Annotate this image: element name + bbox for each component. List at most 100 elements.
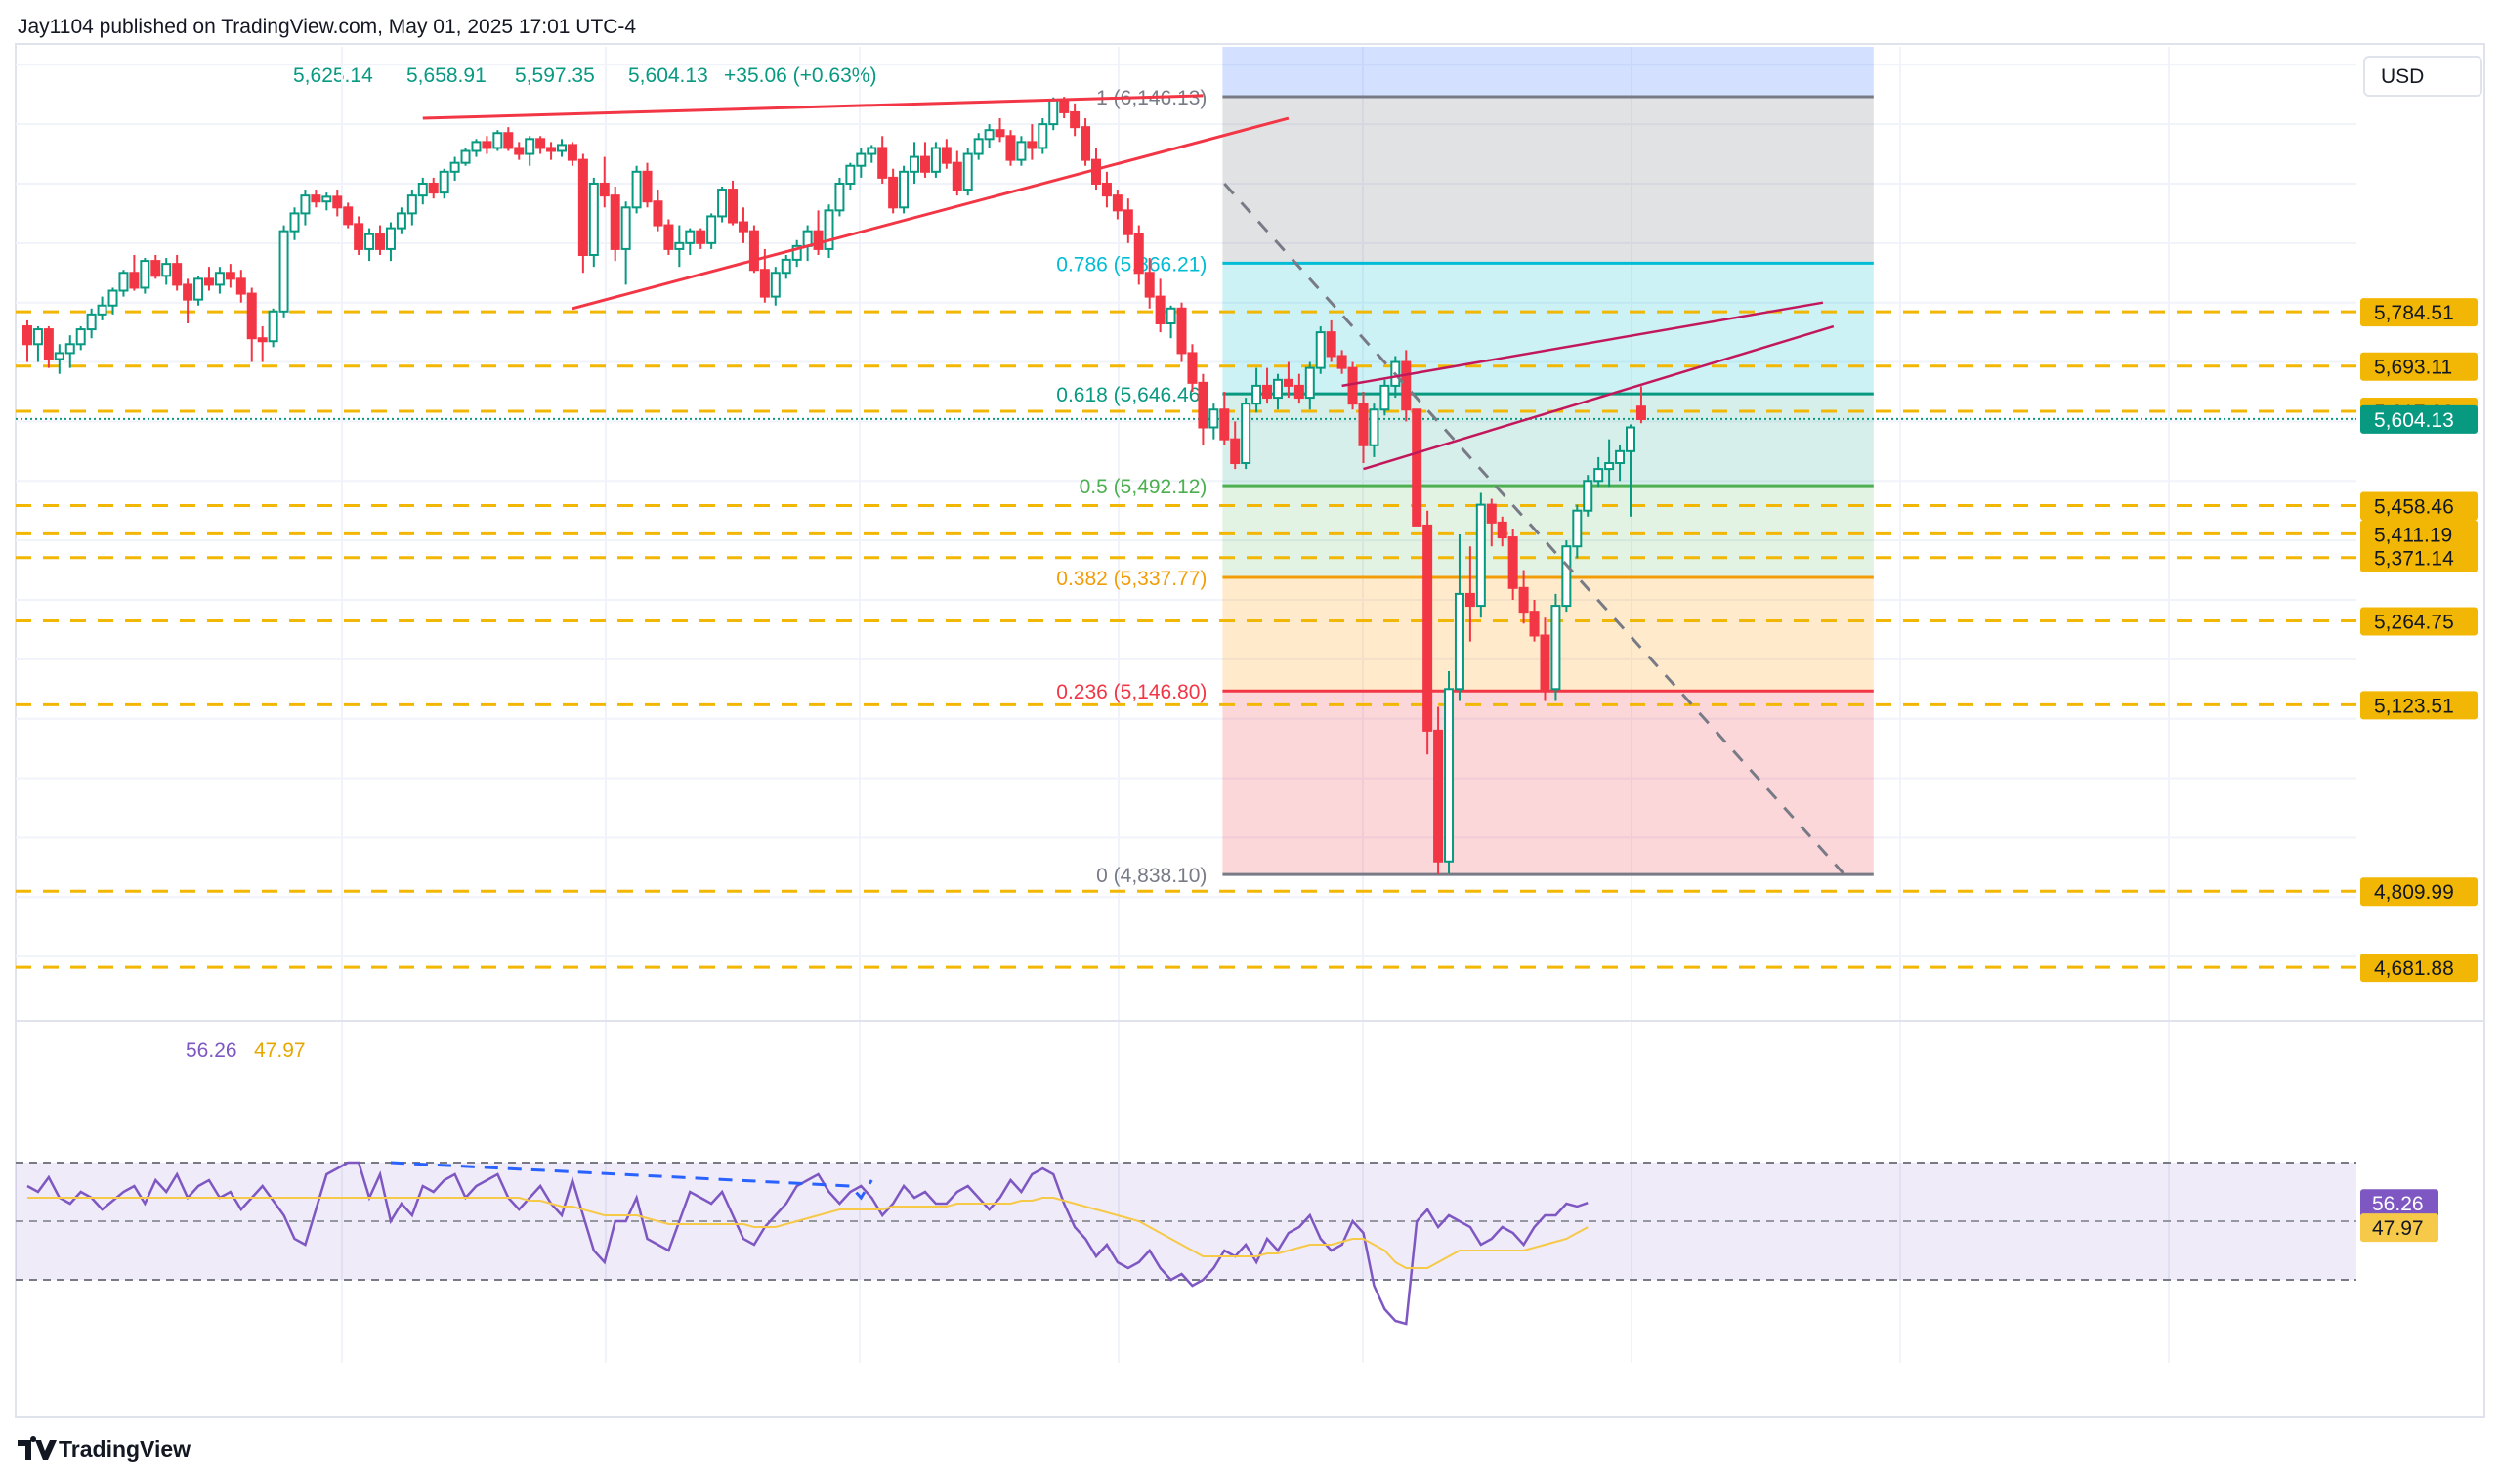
candle-body-down xyxy=(1507,536,1518,589)
candle-body-up xyxy=(770,272,781,298)
candlesticks xyxy=(22,97,1646,875)
last-price-tag xyxy=(2360,404,2478,434)
candle-body-down xyxy=(952,161,962,191)
candle-body-down xyxy=(1433,729,1444,863)
candle-body-down xyxy=(172,263,183,286)
fib-zone xyxy=(1222,486,1874,578)
rsi-legend-value: 56.26 xyxy=(186,1039,237,1062)
candle-body-up xyxy=(417,182,428,197)
price-scale: 5,784.515,693.115,617.095,604.135,458.46… xyxy=(2360,298,2478,983)
price-level-label: 4,809.99 xyxy=(2374,881,2454,904)
candle-body-up xyxy=(856,152,867,167)
candle-body-down xyxy=(183,283,193,301)
price-level-tag xyxy=(2360,543,2478,572)
candle-body-down xyxy=(235,277,246,295)
price-level-tag xyxy=(2360,691,2478,720)
candle-body-up xyxy=(385,227,396,250)
ohlc-change: +35.06 (+0.63%) xyxy=(724,64,876,87)
tradingview-logo[interactable]: TradingView xyxy=(18,1436,191,1462)
candle-body-down xyxy=(1198,381,1208,429)
candle-body-down xyxy=(1123,209,1133,235)
candle-body-up xyxy=(1593,468,1604,483)
candle-body-up xyxy=(1304,366,1315,400)
currency-label: USD xyxy=(2381,65,2424,88)
candle-body-up xyxy=(460,149,471,164)
price-level-label: 5,411.19 xyxy=(2374,524,2452,546)
candle-body-down xyxy=(150,260,161,277)
candle-body-up xyxy=(824,209,834,250)
candle-body-up xyxy=(1454,592,1464,691)
candle-body-up xyxy=(791,244,802,261)
candle-body-down xyxy=(1219,408,1230,441)
rsi-scale-label: 47.97 xyxy=(2372,1217,2424,1240)
candle-body-down xyxy=(1005,135,1016,161)
candle-body-down xyxy=(354,223,364,250)
price-level-tag xyxy=(2360,877,2478,907)
candle-body-up xyxy=(396,212,406,230)
candle-body-down xyxy=(1497,521,1507,539)
candle-body-down xyxy=(919,155,930,173)
candle-body-up xyxy=(449,161,460,173)
candle-body-down xyxy=(728,189,739,224)
tradingview-logo-icon xyxy=(18,1436,57,1460)
candle-body-up xyxy=(193,277,204,301)
candle-body-down xyxy=(1081,126,1091,161)
candle-body-down xyxy=(246,292,257,340)
candle-body-down xyxy=(1635,405,1646,420)
candle-body-down xyxy=(1464,592,1475,608)
candle-body-down xyxy=(343,206,354,226)
candle-body-up xyxy=(54,352,64,360)
candle-body-up xyxy=(439,170,449,194)
candle-body-down xyxy=(1230,438,1241,465)
candle-body-down xyxy=(813,230,824,250)
candle-body-up xyxy=(1444,688,1455,863)
candle-body-down xyxy=(1347,366,1358,405)
rsi-ma-tag xyxy=(2360,1213,2438,1243)
candle-body-down xyxy=(1112,194,1123,212)
price-level-label: 5,693.11 xyxy=(2374,357,2452,379)
candle-body-up xyxy=(1241,403,1251,465)
candle-body-up xyxy=(140,260,150,289)
candle-body-down xyxy=(503,132,514,149)
candle-body-down xyxy=(375,233,386,250)
fib-level-label: 0.786 (5,866.21) xyxy=(1056,253,1207,276)
candle-body-up xyxy=(97,304,107,316)
candle-body-up xyxy=(268,310,278,343)
candle-body-up xyxy=(406,194,417,215)
fib-level-label: 0.618 (5,646.46) xyxy=(1056,384,1207,406)
fib-level-label: 0.236 (5,146.80) xyxy=(1056,681,1207,703)
candle-body-down xyxy=(1529,611,1540,637)
candle-body-up xyxy=(1550,605,1561,691)
candle-body-up xyxy=(289,212,300,233)
fib-level-label: 0 (4,838.10) xyxy=(1096,865,1207,887)
publish-text: Jay1104 published on TradingView.com, Ma… xyxy=(18,16,636,38)
candle-body-up xyxy=(1315,331,1326,369)
price-level-label: 5,458.46 xyxy=(2374,496,2454,519)
price-level-label: 4,681.88 xyxy=(2374,957,2454,980)
candle-body-up xyxy=(588,182,599,257)
candle-body-down xyxy=(203,277,214,286)
candle-body-up xyxy=(1561,545,1572,608)
candle-body-up xyxy=(834,182,845,212)
price-level-label: 5,123.51 xyxy=(2374,695,2454,717)
candle-body-down xyxy=(1486,503,1497,524)
candle-body-up xyxy=(1166,307,1176,324)
rsi-scale-label: 56.26 xyxy=(2372,1193,2424,1215)
candle-body-up xyxy=(899,170,910,209)
candle-body-down xyxy=(257,337,268,343)
candle-body-up xyxy=(525,138,535,155)
price-level-tag xyxy=(2360,352,2478,381)
rsi-legend-ma: 47.97 xyxy=(254,1039,306,1062)
candle-body-up xyxy=(973,138,984,155)
ohlc-close: 5,604.13 xyxy=(628,64,708,87)
candle-body-down xyxy=(129,272,140,289)
candle-body-down xyxy=(610,194,620,250)
candle-body-up xyxy=(1272,378,1283,400)
candle-body-up xyxy=(1048,99,1059,126)
currency-button[interactable]: USD xyxy=(2363,56,2482,97)
candle-body-up xyxy=(674,241,685,250)
candle-body-down xyxy=(1401,360,1412,411)
candle-body-down xyxy=(482,141,492,149)
candle-body-down xyxy=(696,230,706,244)
